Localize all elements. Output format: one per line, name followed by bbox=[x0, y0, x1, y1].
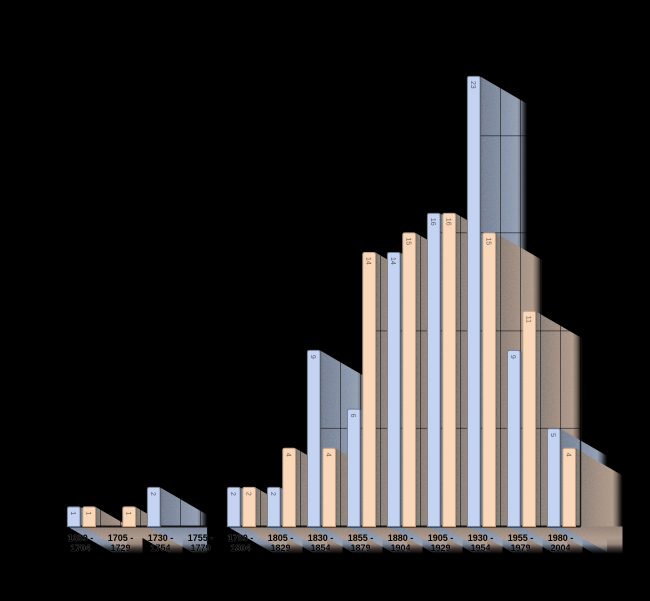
svg-text:1: 1 bbox=[69, 511, 76, 515]
svg-text:9: 9 bbox=[509, 355, 516, 359]
svg-text:1804: 1804 bbox=[230, 543, 250, 553]
svg-text:1: 1 bbox=[125, 511, 132, 515]
svg-text:9: 9 bbox=[309, 355, 316, 359]
svg-text:15: 15 bbox=[405, 237, 412, 245]
svg-text:1755 -: 1755 - bbox=[188, 533, 214, 543]
svg-text:4: 4 bbox=[565, 453, 572, 457]
svg-text:5: 5 bbox=[549, 433, 556, 437]
svg-text:1904: 1904 bbox=[390, 543, 410, 553]
svg-text:2: 2 bbox=[269, 492, 276, 496]
svg-text:1704: 1704 bbox=[70, 543, 90, 553]
svg-text:1979: 1979 bbox=[510, 543, 530, 553]
svg-text:1930 -: 1930 - bbox=[468, 533, 494, 543]
svg-text:1804: 1804 bbox=[230, 543, 250, 553]
svg-text:1829: 1829 bbox=[270, 543, 290, 553]
svg-text:23: 23 bbox=[469, 81, 476, 89]
svg-text:1680 -: 1680 - bbox=[68, 533, 94, 543]
svg-text:1680 -: 1680 - bbox=[68, 533, 94, 543]
svg-text:1729: 1729 bbox=[110, 543, 130, 553]
svg-text:2: 2 bbox=[149, 492, 156, 496]
svg-text:4: 4 bbox=[285, 453, 292, 457]
svg-text:1854: 1854 bbox=[310, 543, 330, 553]
svg-text:2: 2 bbox=[229, 492, 236, 496]
svg-text:1705 -: 1705 - bbox=[108, 533, 134, 543]
svg-text:11: 11 bbox=[525, 316, 532, 323]
svg-text:2004: 2004 bbox=[550, 543, 570, 553]
svg-text:1929: 1929 bbox=[430, 543, 450, 553]
svg-text:4: 4 bbox=[325, 453, 332, 457]
svg-text:6: 6 bbox=[349, 414, 356, 418]
svg-text:1805 -: 1805 - bbox=[268, 533, 294, 543]
svg-text:1780 -: 1780 - bbox=[228, 533, 254, 543]
svg-text:1754: 1754 bbox=[150, 543, 170, 553]
svg-text:1779: 1779 bbox=[190, 543, 210, 553]
svg-text:16: 16 bbox=[429, 218, 436, 226]
svg-text:1704: 1704 bbox=[70, 543, 90, 553]
svg-text:1879: 1879 bbox=[350, 543, 370, 553]
svg-text:1905 -: 1905 - bbox=[428, 533, 454, 543]
svg-text:1955 -: 1955 - bbox=[508, 533, 534, 543]
svg-text:14: 14 bbox=[365, 257, 372, 265]
svg-text:1980 -: 1980 - bbox=[548, 533, 574, 543]
svg-text:1830 -: 1830 - bbox=[308, 533, 334, 543]
svg-text:2: 2 bbox=[245, 492, 252, 496]
svg-text:1: 1 bbox=[85, 511, 92, 515]
svg-text:1880 -: 1880 - bbox=[388, 533, 414, 543]
svg-text:1780 -: 1780 - bbox=[228, 533, 254, 543]
svg-text:16: 16 bbox=[445, 218, 452, 226]
svg-text:1855 -: 1855 - bbox=[348, 533, 374, 543]
svg-text:1954: 1954 bbox=[470, 543, 490, 553]
svg-text:14: 14 bbox=[389, 257, 396, 265]
svg-text:1730 -: 1730 - bbox=[148, 533, 174, 543]
svg-text:15: 15 bbox=[485, 237, 492, 245]
